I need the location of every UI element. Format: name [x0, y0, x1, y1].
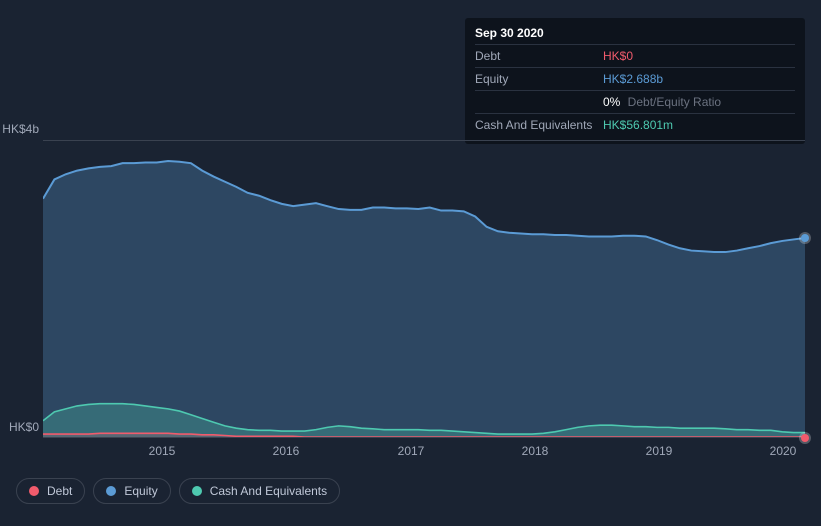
chart-area [43, 140, 805, 438]
legend-label: Cash And Equivalents [210, 484, 327, 498]
tooltip-row: 0% Debt/Equity Ratio [475, 91, 795, 114]
series-area [43, 161, 805, 437]
tooltip-row-label [475, 95, 603, 109]
tooltip-row: EquityHK$2.688b [475, 68, 795, 91]
legend: Debt Equity Cash And Equivalents [16, 478, 340, 504]
legend-dot-icon [192, 486, 202, 496]
legend-item[interactable]: Equity [93, 478, 170, 504]
tooltip-row: DebtHK$0 [475, 45, 795, 68]
tooltip-row-label: Cash And Equivalents [475, 118, 603, 132]
series-endpoint-marker [801, 234, 809, 242]
tooltip-row-value: HK$2.688b [603, 72, 795, 86]
x-axis-label: 2016 [273, 444, 300, 458]
legend-item[interactable]: Debt [16, 478, 85, 504]
legend-dot-icon [106, 486, 116, 496]
legend-item[interactable]: Cash And Equivalents [179, 478, 340, 504]
x-axis-label: 2018 [522, 444, 549, 458]
tooltip-row: Cash And EquivalentsHK$56.801m [475, 114, 795, 136]
x-axis-label: 2015 [149, 444, 176, 458]
x-axis-label: 2017 [398, 444, 425, 458]
tooltip-row-value: HK$0 [603, 49, 795, 63]
tooltip-row-label: Equity [475, 72, 603, 86]
tooltip-row-value: HK$56.801m [603, 118, 795, 132]
legend-label: Equity [124, 484, 157, 498]
data-tooltip: Sep 30 2020 DebtHK$0EquityHK$2.688b0% De… [465, 18, 805, 144]
series-endpoint-marker [801, 434, 809, 442]
y-axis-label: HK$0 [9, 420, 39, 434]
tooltip-row-label: Debt [475, 49, 603, 63]
tooltip-row-extra: Debt/Equity Ratio [624, 95, 721, 109]
tooltip-date: Sep 30 2020 [475, 26, 795, 45]
y-axis-label: HK$4b [2, 122, 39, 136]
legend-label: Debt [47, 484, 72, 498]
x-axis-label: 2019 [646, 444, 673, 458]
tooltip-row-value: 0% Debt/Equity Ratio [603, 95, 795, 109]
x-axis-label: 2020 [770, 444, 797, 458]
legend-dot-icon [29, 486, 39, 496]
